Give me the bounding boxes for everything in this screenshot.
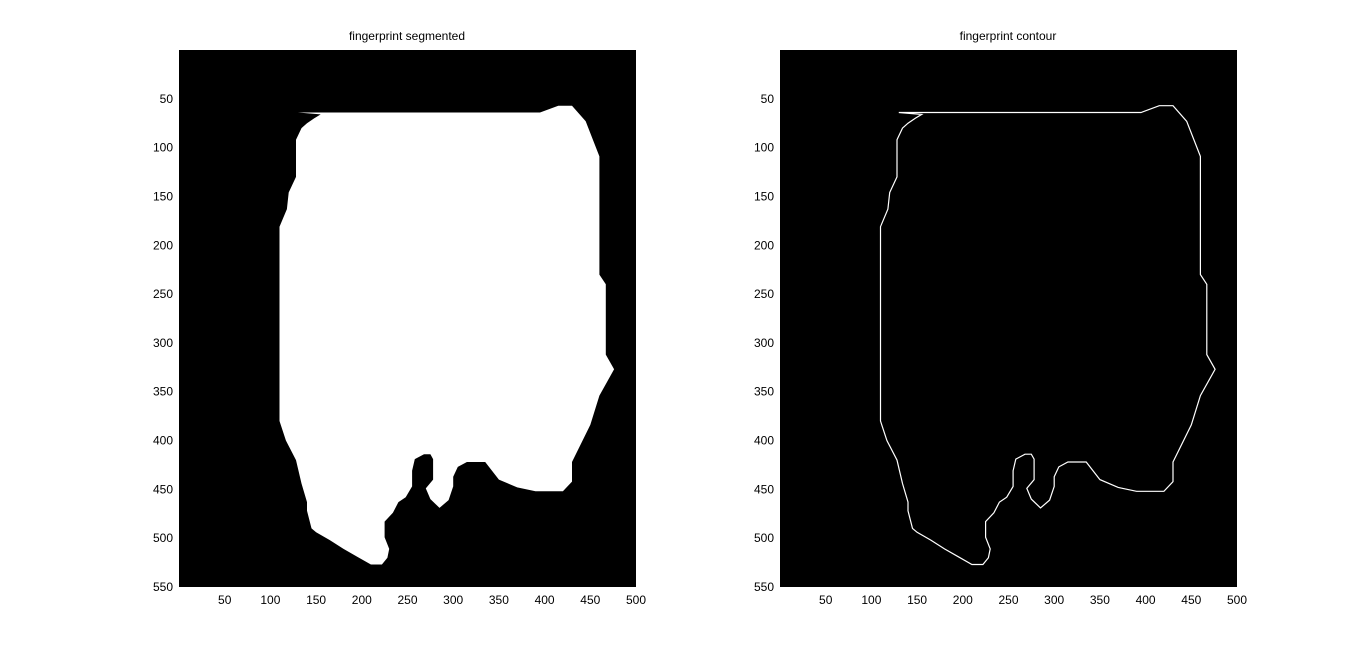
y-tick-label: 300: [754, 336, 774, 350]
y-tick-label: 250: [754, 287, 774, 301]
x-tick-label: 200: [352, 593, 372, 607]
y-tick-label: 500: [153, 531, 173, 545]
y-tick-label: 200: [153, 238, 173, 252]
x-tick-label: 300: [443, 593, 463, 607]
y-tick-label: 550: [153, 580, 173, 594]
y-tick-label: 550: [754, 580, 774, 594]
y-tick-label: 350: [153, 385, 173, 399]
x-tick-label: 450: [1181, 593, 1201, 607]
x-tick-label: 100: [260, 593, 280, 607]
y-tick-label: 400: [754, 434, 774, 448]
segmented-panel-title: fingerprint segmented: [349, 29, 465, 43]
contour-y-axis: 50 100 150 200 250 300 350 400 450 500 550: [754, 92, 774, 594]
y-tick-label: 100: [754, 141, 774, 155]
y-tick-label: 350: [754, 385, 774, 399]
contour-image-area: [780, 50, 1237, 587]
y-tick-label: 450: [754, 482, 774, 496]
y-tick-label: 400: [153, 434, 173, 448]
x-tick-label: 250: [397, 593, 417, 607]
x-tick-label: 350: [1090, 593, 1110, 607]
contour-panel: fingerprint contour 50 100 150 200 250 300 350…: [754, 29, 1247, 607]
y-tick-label: 500: [754, 531, 774, 545]
segmented-region: [279, 105, 615, 565]
contour-line: [879, 105, 1216, 566]
y-tick-label: 250: [153, 287, 173, 301]
y-tick-label: 300: [153, 336, 173, 350]
contour-x-axis: 50 100 150 200 250 300 350 400 450 500: [819, 593, 1247, 607]
x-tick-label: 450: [580, 593, 600, 607]
x-tick-label: 100: [861, 593, 881, 607]
x-tick-label: 350: [489, 593, 509, 607]
segmented-panel: fingerprint segmented 50 100 150 200 250 300 3…: [153, 29, 646, 607]
x-tick-label: 400: [535, 593, 555, 607]
contour-panel-title: fingerprint contour: [960, 29, 1057, 43]
x-tick-label: 200: [953, 593, 973, 607]
y-tick-label: 200: [754, 238, 774, 252]
x-tick-label: 150: [907, 593, 927, 607]
x-tick-label: 300: [1044, 593, 1064, 607]
y-tick-label: 150: [754, 189, 774, 203]
y-tick-label: 150: [153, 189, 173, 203]
y-tick-label: 100: [153, 141, 173, 155]
x-tick-label: 50: [218, 593, 232, 607]
y-tick-label: 50: [761, 92, 775, 106]
y-tick-label: 50: [160, 92, 174, 106]
x-tick-label: 400: [1136, 593, 1156, 607]
x-tick-label: 500: [626, 593, 646, 607]
x-tick-label: 500: [1227, 593, 1247, 607]
x-tick-label: 150: [306, 593, 326, 607]
segmented-x-axis: 50 100 150 200 250 300 350 400 450 500: [218, 593, 646, 607]
y-tick-label: 450: [153, 482, 173, 496]
segmented-y-axis: 50 100 150 200 250 300 350 400 450 500 550: [153, 92, 173, 594]
x-tick-label: 250: [998, 593, 1018, 607]
x-tick-label: 50: [819, 593, 833, 607]
